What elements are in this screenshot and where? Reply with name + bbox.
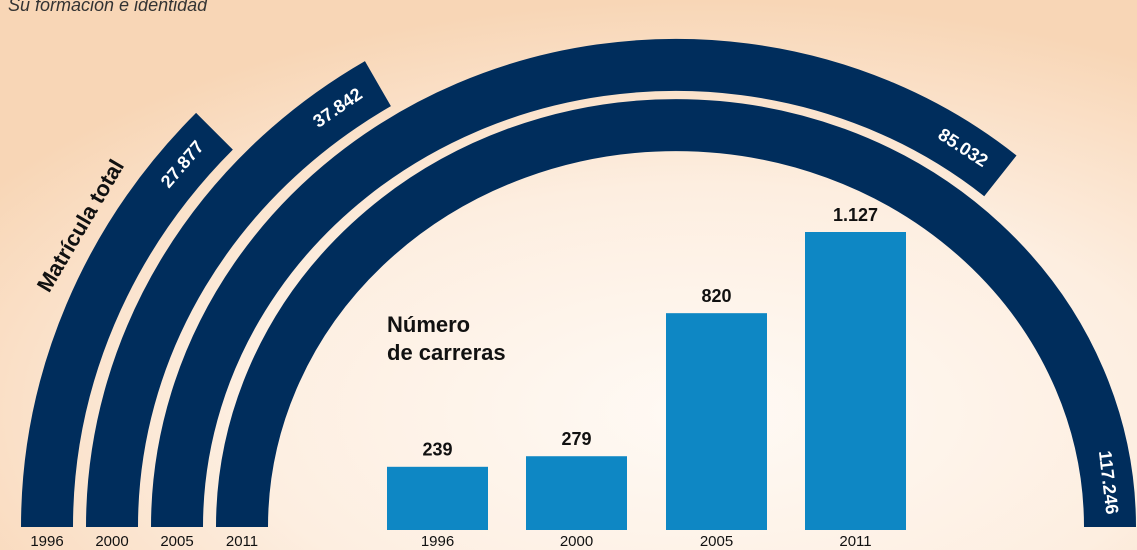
x-tick-label: 2000: [560, 533, 593, 550]
enrollment-arc: [151, 38, 1017, 528]
subtitle: Su formación e identidad: [8, 0, 208, 15]
bar-value-label: 1.127: [833, 205, 878, 225]
bar-value-label: 820: [701, 286, 731, 306]
enrollment-arc: [21, 112, 233, 528]
enrollment-arc: [86, 61, 391, 528]
bar: [387, 466, 488, 530]
x-tick-label: 2011: [226, 533, 258, 550]
bar-title: Número de carreras: [387, 312, 506, 365]
bar: [805, 232, 906, 530]
x-tick-label: 2005: [160, 533, 193, 550]
bar: [666, 313, 767, 530]
bar-value-label: 239: [422, 440, 452, 460]
bar-value-label: 279: [561, 429, 591, 449]
bar: [526, 456, 627, 530]
x-tick-label: 1996: [421, 533, 454, 550]
enrollment-arc: [216, 99, 1136, 528]
x-tick-label: 2000: [95, 533, 128, 550]
x-tick-label: 2005: [700, 533, 733, 550]
x-tick-label: 2011: [839, 533, 871, 550]
x-tick-label: 1996: [30, 533, 63, 550]
